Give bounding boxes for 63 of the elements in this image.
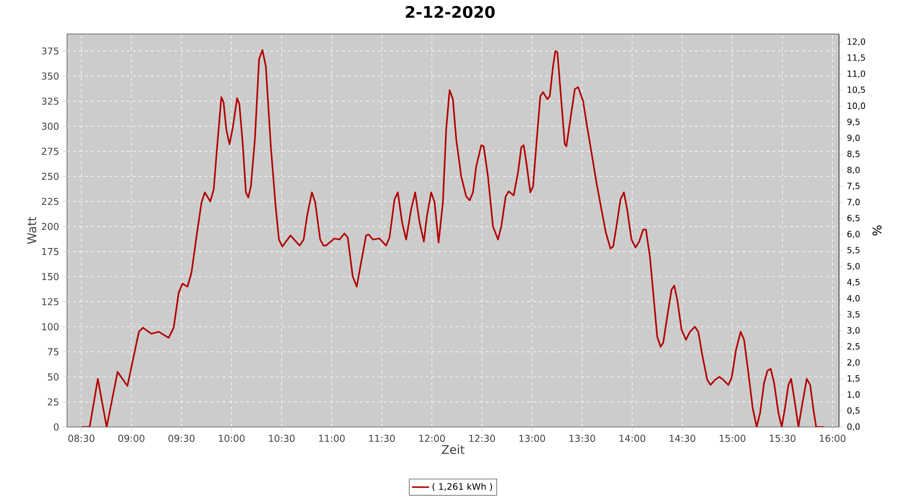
y-tick-label: 50 — [48, 373, 59, 380]
y-tick-label: 100 — [42, 323, 59, 330]
y2-tick-label: 9,5 — [847, 118, 860, 126]
x-tick-label: 11:30 — [369, 434, 395, 442]
y2-tick-label: 7,0 — [847, 198, 860, 206]
y2-tick-label: 2,5 — [847, 343, 860, 350]
y2-tick-label: 0,0 — [847, 423, 860, 431]
y2-tick-label: 1,5 — [848, 375, 860, 382]
y-tick-label: 225 — [42, 198, 58, 206]
x-tick-label: 10:30 — [269, 434, 295, 442]
chart-title: 2-12-2020 — [406, 6, 495, 18]
y2-tick-label: 11,5 — [848, 54, 865, 62]
x-tick-label: 15:30 — [770, 434, 796, 442]
y-tick-label: 150 — [42, 273, 59, 280]
x-tick-label: 12:00 — [419, 434, 445, 442]
y2-tick-label: 12,0 — [848, 38, 866, 46]
x-tick-label: 13:00 — [519, 434, 546, 442]
x-tick-label: 09:30 — [168, 434, 194, 442]
y2-tick-label: 3,0 — [847, 327, 860, 334]
y-tick-label: 25 — [48, 398, 58, 406]
y2-tick-label: 5,0 — [847, 262, 860, 270]
y2-tick-label: 10,5 — [848, 86, 865, 94]
x-tick-label: 15:00 — [720, 434, 746, 442]
x-tick-label: 10:00 — [218, 434, 245, 442]
y2-tick-label: 0,5 — [847, 407, 860, 415]
y2-tick-label: 8,0 — [847, 166, 860, 174]
y-tick-label: 200 — [42, 222, 59, 230]
x-tick-label: 12:30 — [469, 434, 495, 442]
x-tick-label: 08:30 — [68, 434, 94, 442]
line-series — [80, 49, 825, 427]
y-tick-label: 325 — [42, 98, 58, 105]
y2-tick-label: 11,0 — [848, 70, 866, 78]
y2-tick-label: 8,5 — [847, 150, 860, 158]
y2-tick-label: 9,0 — [847, 134, 860, 142]
x-tick-label: 11:00 — [319, 434, 345, 442]
y-tick-label: 275 — [42, 148, 58, 155]
y-tick-label: 0 — [54, 423, 59, 431]
y-tick-label: 125 — [42, 298, 58, 306]
y2-tick-label: 7,5 — [847, 182, 860, 190]
y-axis-title: Watt — [27, 216, 36, 244]
x-tick-label: 14:30 — [670, 434, 696, 442]
y2-tick-label: 6,0 — [847, 230, 860, 238]
y2-tick-label: 4,5 — [847, 279, 860, 286]
y2-axis-title: % — [872, 225, 882, 236]
y2-tick-label: 4,0 — [847, 295, 860, 302]
x-tick-label: 09:00 — [118, 434, 144, 442]
y2-tick-label: 6,5 — [847, 214, 860, 222]
y-tick-label: 175 — [42, 248, 58, 256]
legend-label: ( 1,261 kWh ) — [432, 482, 492, 491]
y-tick-label: 75 — [48, 348, 58, 356]
y-tick-label: 375 — [42, 47, 58, 55]
x-tick-label: 16:00 — [820, 434, 846, 442]
x-tick-label: 13:30 — [570, 434, 596, 442]
x-tick-label: 14:00 — [620, 434, 646, 442]
y-tick-label: 350 — [42, 72, 59, 80]
y2-tick-label: 5,5 — [847, 246, 860, 254]
y2-tick-label: 1,0 — [848, 391, 860, 399]
y-tick-label: 250 — [42, 172, 59, 180]
y2-tick-label: 2,0 — [847, 359, 860, 366]
y2-tick-label: 10,0 — [848, 102, 866, 110]
y2-tick-label: 3,5 — [847, 311, 860, 318]
x-axis-title: Zeit — [442, 444, 464, 454]
y-tick-label: 300 — [42, 122, 59, 130]
